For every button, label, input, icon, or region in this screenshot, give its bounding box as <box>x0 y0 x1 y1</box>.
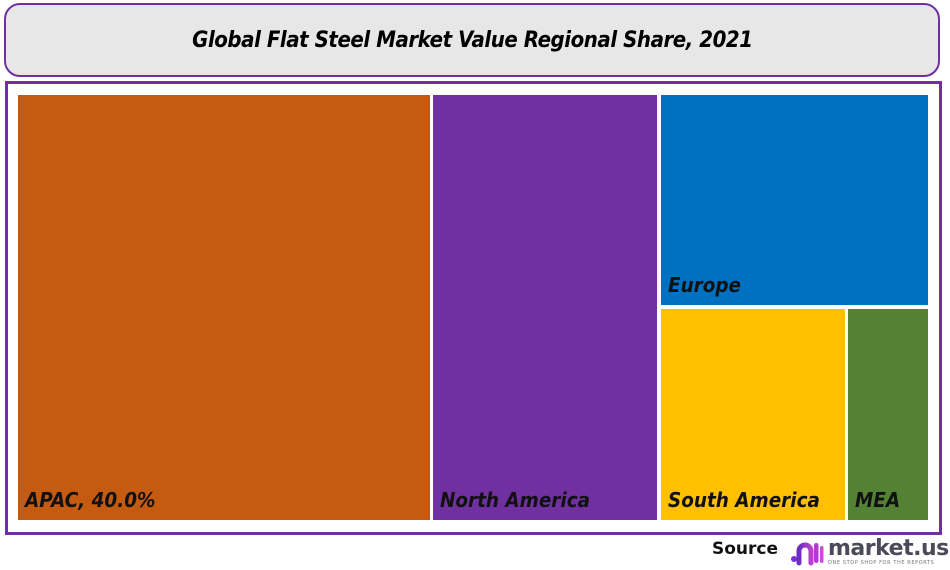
tile-label-mea: MEA <box>855 488 901 512</box>
tile-europe: Europe <box>661 95 928 305</box>
tile-label-north-america: North America <box>440 488 591 512</box>
tile-south-america: South America <box>661 309 845 520</box>
source-label: Source <box>712 539 779 559</box>
brand-name: market.us <box>828 536 949 561</box>
tile-label-apac: APAC, 40.0% <box>25 488 156 512</box>
tile-label-south-america: South America <box>668 488 820 512</box>
chart-title: Global Flat Steel Market Value Regional … <box>191 27 753 53</box>
tile-label-europe: Europe <box>668 273 742 297</box>
brand-logo: market.us ONE STOP SHOP FOR THE REPORTS <box>790 537 949 567</box>
tile-north-america: North America <box>433 95 657 520</box>
market-us-logo-icon <box>791 542 824 566</box>
tile-mea: MEA <box>848 309 928 520</box>
chart-title-box: Global Flat Steel Market Value Regional … <box>4 3 940 77</box>
treemap-frame: APAC, 40.0% North America Europe South A… <box>5 81 942 535</box>
brand-tagline: ONE STOP SHOP FOR THE REPORTS <box>828 560 935 566</box>
tile-apac: APAC, 40.0% <box>18 95 430 520</box>
